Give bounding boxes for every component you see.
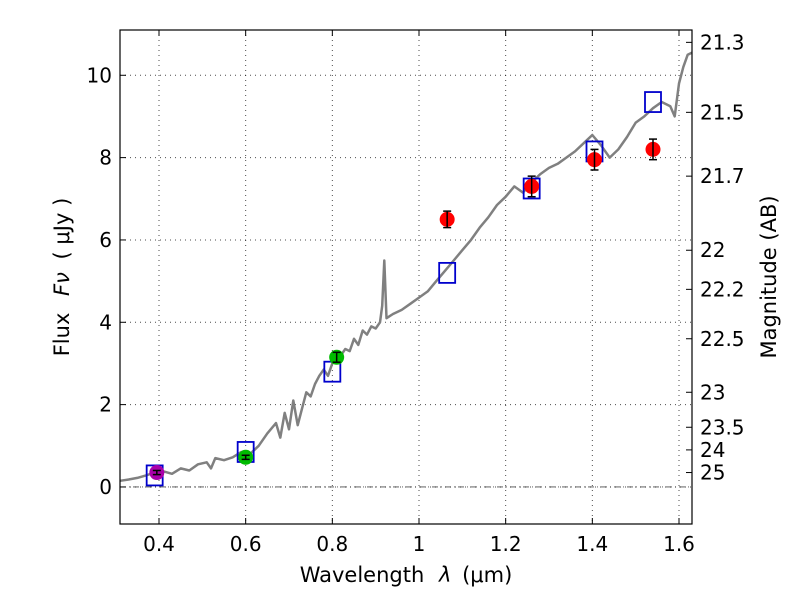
x-tick-label: 1.4 [576, 532, 608, 556]
y-axis-label-text: Flux [50, 313, 74, 357]
x-tick-label: 1.6 [663, 532, 695, 556]
grid-lines [120, 30, 692, 524]
secondary-y-axis-label: Magnitude (AB) [757, 195, 781, 358]
model-photometry-square [438, 261, 457, 284]
x-axis-label: Wavelength λ (μm) [300, 563, 513, 587]
magnitude-tick-label: 21.3 [700, 30, 745, 54]
x-tick-label: 0.8 [316, 532, 348, 556]
y-tick-label: 6 [99, 228, 112, 252]
x-tick-label: 0.6 [230, 532, 262, 556]
magnitude-tick-label: 22.5 [700, 327, 745, 351]
y-axis-label-unit: ( μJy ) [50, 198, 74, 260]
y-tick-label: 2 [99, 393, 112, 417]
magnitude-tick-label: 25 [700, 461, 725, 485]
magnitude-tick-label: 21.5 [700, 100, 745, 124]
x-axis-label-symbol: λ [438, 563, 451, 587]
model-photometry-square [644, 91, 662, 113]
plot-frame [119, 29, 693, 525]
axis-ticks: 0.4 0.6 0.8 1 1.2 1.4 1.6024681021.321.521.722… [87, 30, 745, 556]
x-tick-label: 1 [413, 532, 426, 556]
magnitude-tick-label: 24 [700, 438, 725, 462]
y-axis-label: Flux Fν ( μJy ) [50, 198, 74, 357]
y-axis-label-symbol: Fν [50, 272, 74, 296]
x-axis-label-text: Wavelength [300, 563, 425, 587]
x-axis-label-unit: (μm) [462, 563, 512, 587]
x-tick-label: 1.2 [490, 532, 522, 556]
photometry-markers [145, 91, 662, 487]
template-spectrum-line [119, 51, 693, 483]
x-tick-label: 0.4 [143, 532, 175, 556]
magnitude-tick-label: 22 [700, 238, 725, 262]
magnitude-tick-label: 21.7 [700, 164, 745, 188]
plot-series [119, 51, 693, 483]
y-tick-label: 4 [99, 310, 112, 334]
y-tick-label: 10 [87, 63, 112, 87]
y-tick-label: 0 [99, 475, 112, 499]
magnitude-tick-label: 23.5 [700, 415, 745, 439]
y-tick-label: 8 [99, 146, 112, 170]
magnitude-tick-label: 22.2 [700, 277, 745, 301]
magnitude-tick-label: 23 [700, 380, 725, 404]
